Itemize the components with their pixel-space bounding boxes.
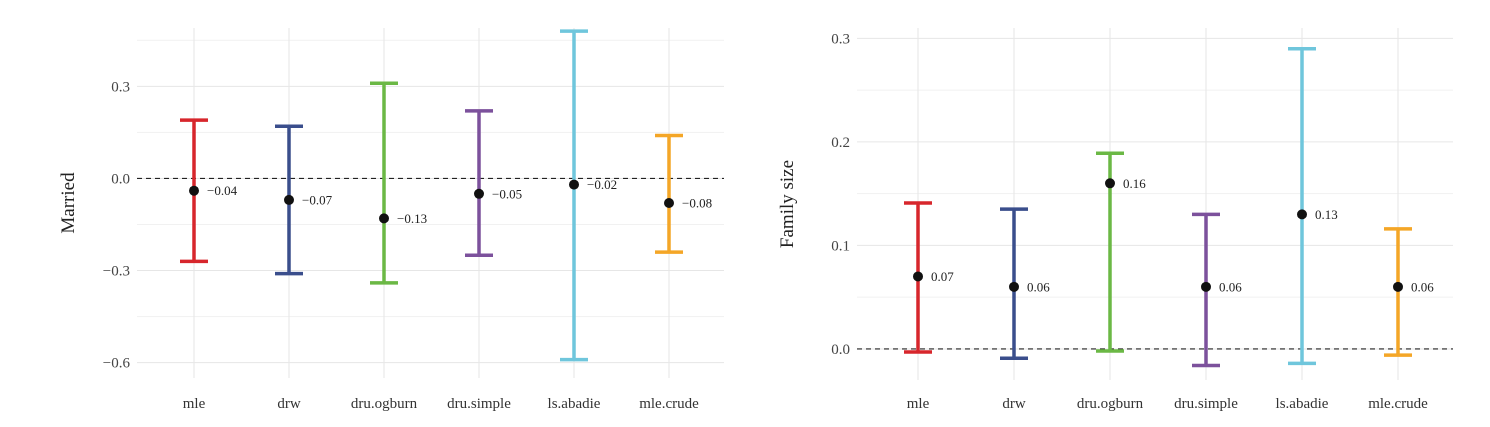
value-label: −0.13 [397,211,427,226]
x-category-label: drw [277,396,300,412]
x-category-label: dru.ogburn [351,396,418,412]
family-size-panel: 0.0 0.1 0.2 0.3 Family size 0.07 mle 0.06 drw 0.1… [777,28,1453,412]
point-estimate [379,213,389,224]
point-estimate [1297,209,1307,220]
point-estimate [284,194,294,205]
x-category-label: dru.ogburn [1077,396,1144,412]
x-category-label: mle.crude [1368,396,1428,412]
point-estimate [569,179,579,190]
x-category-label: ls.abadie [548,396,601,412]
point-estimate [1393,281,1403,292]
point-estimate [913,271,923,282]
value-label: −0.05 [492,186,522,201]
value-label: −0.07 [302,192,333,207]
value-label: −0.02 [587,177,617,192]
x-category-label: mle.crude [639,396,699,412]
value-label: −0.04 [207,183,238,198]
value-label: 0.06 [1411,279,1434,294]
value-label: −0.08 [682,196,712,211]
point-estimate [1105,178,1115,189]
point-estimate [1009,281,1019,292]
value-label: 0.16 [1123,176,1146,191]
x-category-label: ls.abadie [1276,396,1329,412]
y-tick-label: −0.6 [103,356,131,372]
point-estimate [664,198,674,208]
y-axis-title: Family size [777,160,798,248]
married-panel: −0.6 −0.3 0.0 0.3 Married −0.04 mle −0.07 drw −0.… [58,28,724,412]
y-tick-label: 0.0 [111,171,130,187]
y-tick-label: 0.2 [831,135,850,151]
value-label: 0.06 [1219,279,1242,294]
x-category-label: mle [907,396,930,412]
y-tick-label: −0.3 [103,264,130,280]
point-estimate [474,188,484,199]
y-tick-label: 0.1 [831,238,850,254]
point-estimate [1201,281,1211,292]
x-category-label: drw [1002,396,1025,412]
y-tick-label: 0.3 [831,31,850,47]
value-label: 0.06 [1027,279,1050,294]
y-tick-label: 0.3 [111,79,130,95]
x-category-label: dru.simple [1174,396,1238,412]
value-label: 0.07 [931,269,954,284]
y-tick-label: 0.0 [831,342,850,358]
y-axis-title: Married [58,172,79,234]
value-label: 0.13 [1315,207,1338,222]
x-category-label: mle [183,396,206,412]
x-category-label: dru.simple [447,396,511,412]
point-estimate [189,185,199,196]
